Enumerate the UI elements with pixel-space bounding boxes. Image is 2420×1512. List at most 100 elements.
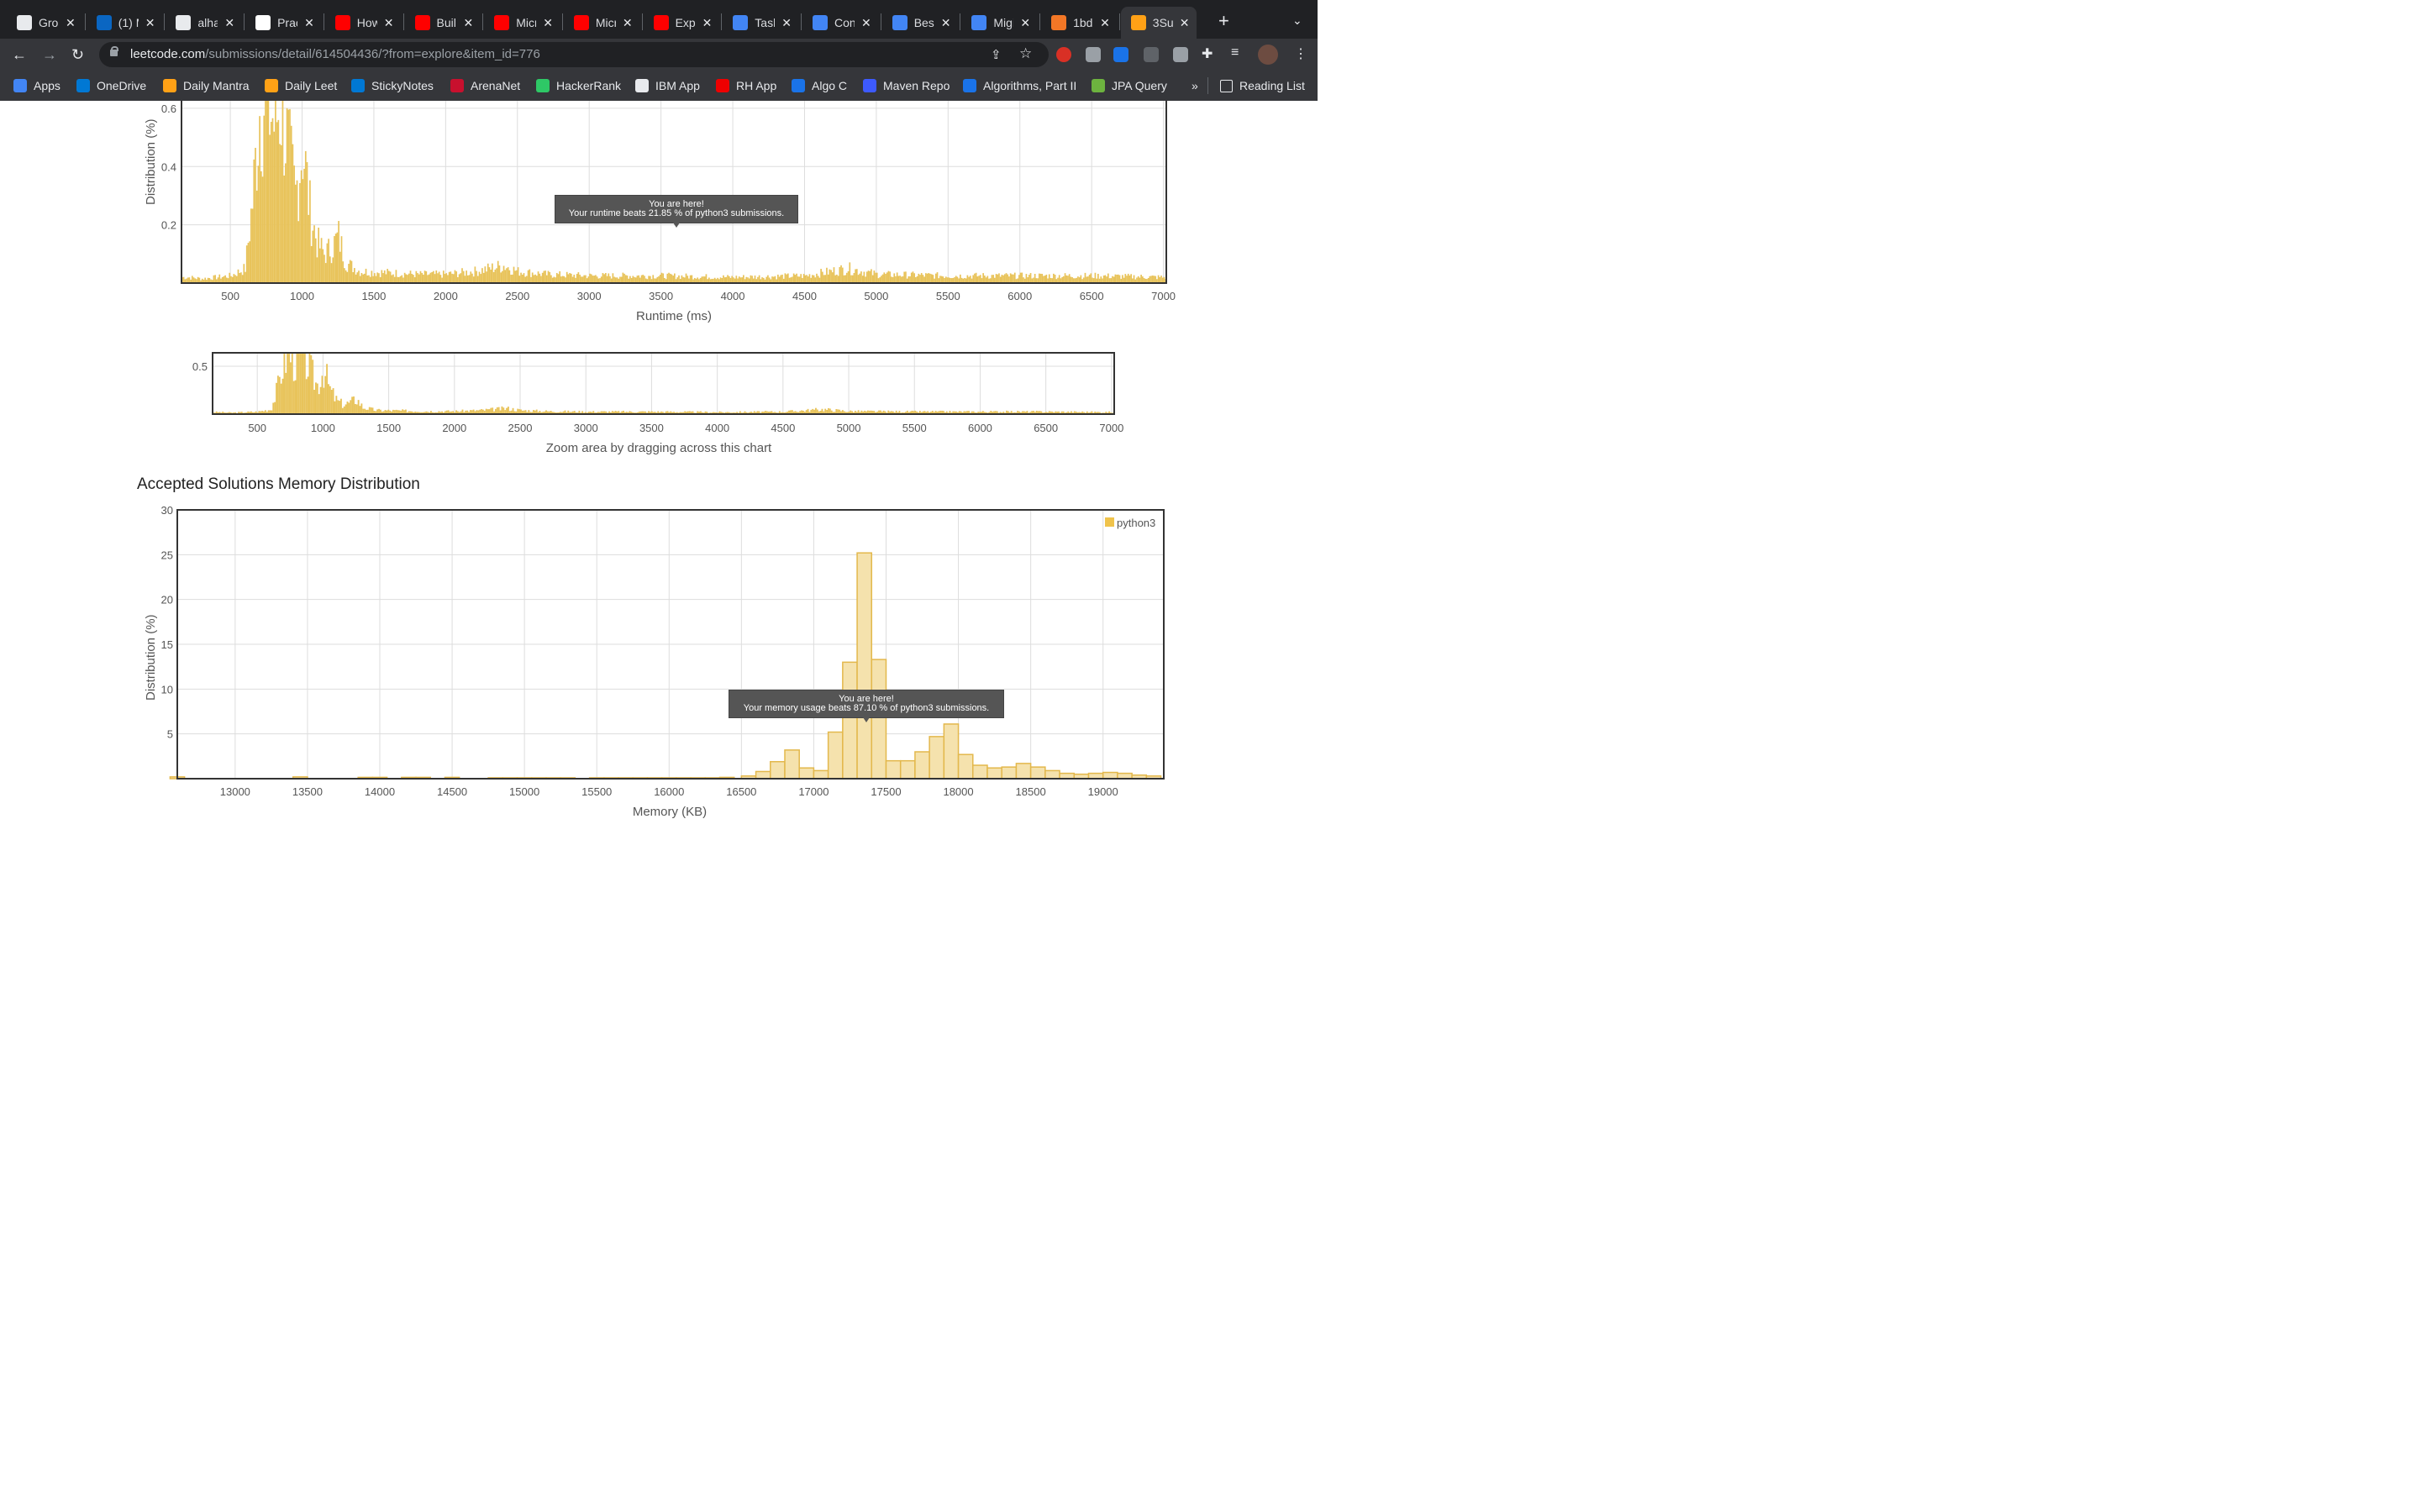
bookmark-item[interactable]: Apps	[13, 78, 60, 93]
navigator-bar	[840, 411, 842, 414]
runtime-bar	[764, 279, 766, 283]
extension-icon-2[interactable]	[1086, 47, 1101, 62]
navigator-bar	[943, 411, 944, 414]
close-tab-icon[interactable]: ✕	[224, 15, 235, 29]
runtime-bar	[608, 273, 610, 283]
navigator-bar	[725, 412, 727, 414]
reading-list-button[interactable]: Reading List	[1220, 78, 1305, 93]
close-tab-icon[interactable]: ✕	[1020, 15, 1031, 29]
media-control-icon[interactable]: ≡	[1231, 45, 1239, 60]
navigator-bar	[749, 412, 751, 414]
browser-tab[interactable]: Micr ✕	[484, 7, 560, 39]
close-tab-icon[interactable]: ✕	[1100, 15, 1110, 29]
runtime-bar	[902, 276, 904, 283]
close-tab-icon[interactable]: ✕	[1179, 15, 1190, 29]
bookmark-item[interactable]: Algorithms, Part II	[963, 78, 1076, 93]
memory-bar	[943, 723, 960, 780]
adblock-extension-icon[interactable]	[1056, 47, 1071, 62]
close-tab-icon[interactable]: ✕	[781, 15, 792, 29]
runtime-bar	[731, 276, 734, 283]
bookmark-item[interactable]: IBM App	[635, 78, 700, 93]
close-tab-icon[interactable]: ✕	[622, 15, 633, 29]
browser-tab[interactable]: Micr ✕	[564, 7, 640, 39]
menu-kebab-icon[interactable]: ⋮	[1294, 47, 1307, 61]
bookmark-item[interactable]: Maven Repo	[863, 78, 950, 93]
browser-tab[interactable]: (1) M ✕	[87, 7, 163, 39]
browser-tab[interactable]: Prac ✕	[245, 7, 322, 39]
extension-icon-5[interactable]	[1173, 47, 1188, 62]
github-icon	[176, 15, 192, 30]
bookmark-star-icon[interactable]: ☆	[1019, 45, 1033, 61]
navigator-bar	[679, 412, 681, 414]
navigator-bar	[302, 353, 304, 414]
bookmark-item[interactable]: OneDrive	[76, 78, 146, 93]
close-tab-icon[interactable]: ✕	[383, 15, 394, 29]
new-tab-button[interactable]: +	[1218, 10, 1229, 31]
reload-icon[interactable]: ↻	[71, 46, 85, 63]
navigator-bar	[791, 410, 793, 414]
runtime-bar	[283, 175, 286, 283]
navigator-bar	[1026, 411, 1028, 414]
navigator-bar	[868, 410, 871, 414]
navigator-bar	[684, 411, 687, 414]
close-tab-icon[interactable]: ✕	[304, 15, 314, 29]
memory-legend-swatch[interactable]	[1105, 517, 1114, 527]
bookmark-favicon-icon	[351, 79, 365, 92]
lock-icon[interactable]	[110, 50, 118, 56]
puzzle-extensions-icon[interactable]: ✚	[1202, 47, 1213, 61]
runtime-bar	[616, 277, 618, 283]
runtime-bar	[190, 279, 192, 283]
navigator-bar	[704, 411, 707, 414]
browser-tab[interactable]: How ✕	[325, 7, 402, 39]
close-tab-icon[interactable]: ✕	[702, 15, 713, 29]
browser-tab[interactable]: Buil ✕	[405, 7, 481, 39]
bookmark-item[interactable]: JPA Query	[1092, 78, 1167, 93]
navigator-border[interactable]	[212, 352, 1115, 415]
browser-tab[interactable]: Bes ✕	[882, 7, 959, 39]
bookmark-item[interactable]: HackerRank	[536, 78, 621, 93]
bookmark-item[interactable]: Algo C	[792, 78, 847, 93]
runtime-bar	[303, 168, 305, 283]
browser-tab[interactable]: alha ✕	[166, 7, 242, 39]
close-tab-icon[interactable]: ✕	[66, 15, 76, 29]
runtime-bar	[913, 273, 916, 283]
bookmark-item[interactable]: Daily Leet	[265, 78, 337, 93]
bookmark-item[interactable]: RH App	[716, 78, 776, 93]
navigator-bar	[370, 407, 372, 414]
browser-tab[interactable]: 3Su ✕	[1120, 7, 1197, 39]
bookmark-item[interactable]: Daily Mantra	[163, 78, 250, 93]
close-tab-icon[interactable]: ✕	[940, 15, 951, 29]
close-tab-icon[interactable]: ✕	[145, 15, 155, 29]
profile-avatar[interactable]	[1258, 45, 1278, 65]
runtime-x-tick-label: 1000	[290, 290, 314, 302]
browser-tab[interactable]: Expl ✕	[644, 7, 720, 39]
close-tab-icon[interactable]: ✕	[463, 15, 474, 29]
runtime-bar	[1015, 279, 1018, 283]
bookmark-item[interactable]: StickyNotes	[351, 78, 434, 93]
bookmarks-overflow-button[interactable]: »	[1192, 78, 1198, 93]
runtime-bar	[971, 278, 973, 283]
extension-icon-3[interactable]	[1113, 47, 1128, 62]
navigator-bar	[598, 412, 601, 414]
browser-tab[interactable]: 1bdi ✕	[1041, 7, 1118, 39]
forward-arrow-icon[interactable]: →	[42, 46, 57, 63]
back-arrow-icon[interactable]: ←	[12, 46, 27, 63]
tab-title: Micr	[595, 16, 616, 29]
close-tab-icon[interactable]: ✕	[543, 15, 553, 29]
bookmark-item[interactable]: ArenaNet	[450, 78, 520, 93]
browser-tab[interactable]: Con ✕	[802, 7, 879, 39]
address-bar[interactable]	[99, 42, 1049, 67]
browser-tab[interactable]: Grok ✕	[7, 7, 83, 39]
browser-tab[interactable]: Migi ✕	[961, 7, 1038, 39]
extension-icon-4[interactable]	[1144, 47, 1159, 62]
browser-tab[interactable]: Task ✕	[723, 7, 799, 39]
runtime-bar	[329, 256, 331, 283]
close-tab-icon[interactable]: ✕	[861, 15, 871, 29]
zoom-navigator-chart[interactable]: 500 1000 1500 2000 2500 3000 3500 4000 4500 5000 5…	[0, 344, 1318, 462]
navigator-bar	[353, 396, 355, 414]
url-text[interactable]: leetcode.com/submissions/detail/61450443…	[130, 47, 540, 61]
tab-search-chevron-icon[interactable]: ⌄	[1292, 13, 1302, 27]
runtime-bar	[903, 271, 906, 283]
share-icon[interactable]: ⇪	[991, 48, 1002, 62]
memory-legend-label[interactable]: python3	[1117, 517, 1155, 529]
